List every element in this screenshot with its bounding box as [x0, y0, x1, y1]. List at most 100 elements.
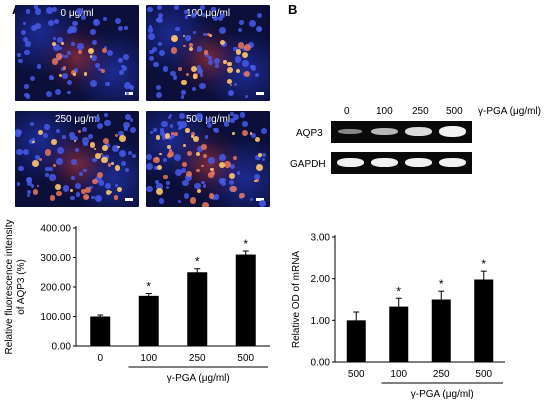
cell-nucleus	[180, 94, 185, 99]
cell-nucleus	[199, 73, 203, 77]
cell-nucleus	[161, 134, 168, 140]
cell-nucleus	[146, 6, 153, 13]
aqp3-signal	[107, 163, 112, 167]
gel-row-aqp3	[331, 121, 472, 143]
cell-nucleus	[89, 79, 97, 87]
cell-nucleus	[219, 27, 227, 35]
cell-nucleus	[75, 148, 79, 152]
aqp3-signal	[201, 164, 204, 168]
cell-nucleus	[179, 120, 187, 128]
aqp3-signal	[189, 42, 194, 47]
cell-nucleus	[64, 54, 69, 59]
x-axis-label: γ-PGA (μg/ml)	[411, 389, 474, 400]
cell-nucleus	[156, 5, 162, 10]
cell-nucleus	[45, 166, 50, 172]
y-axis-label: of AQP3 (%)	[16, 259, 27, 315]
bar	[474, 279, 494, 362]
x-tick-label: 250	[189, 353, 206, 364]
cell-nucleus	[187, 36, 191, 40]
aqp3-signal	[181, 79, 187, 85]
micrograph-label: 100 μg/ml	[185, 8, 231, 19]
aqp3-signal	[101, 156, 108, 164]
aqp3-signal	[244, 71, 251, 78]
cell-nucleus	[242, 60, 249, 68]
cell-nucleus	[181, 168, 186, 174]
cell-nucleus	[223, 121, 230, 127]
cell-nucleus	[206, 117, 212, 123]
aqp3-signal	[203, 50, 208, 55]
cell-nucleus	[197, 145, 204, 153]
aqp3-signal	[100, 152, 103, 156]
cell-nucleus	[174, 5, 180, 11]
aqp3-signal	[254, 137, 260, 143]
cell-nucleus	[207, 56, 212, 61]
cell-nucleus	[218, 178, 225, 184]
gel-band	[405, 158, 432, 167]
cell-nucleus	[70, 26, 78, 33]
aqp3-signal	[90, 55, 93, 58]
aqp3-signal	[226, 67, 233, 74]
cell-nucleus	[229, 163, 235, 170]
aqp3-signal	[167, 153, 173, 158]
aqp3-signal	[117, 145, 120, 149]
cell-nucleus	[218, 15, 224, 21]
aqp3-signal	[51, 42, 56, 47]
cell-nucleus	[196, 68, 203, 75]
aqp3-signal	[58, 73, 63, 78]
aqp3-signal	[229, 84, 232, 87]
aqp3-signal	[202, 202, 210, 207]
aqp3-signal	[93, 147, 96, 150]
cell-nucleus	[45, 173, 50, 177]
aqp3-signal	[170, 46, 178, 54]
cell-nucleus	[248, 42, 255, 49]
cell-nucleus	[25, 9, 31, 15]
gel-band	[338, 129, 362, 134]
aqp3-signal	[191, 132, 196, 137]
cell-nucleus	[67, 91, 71, 95]
cell-nucleus	[149, 55, 155, 61]
micrograph-250: 250 μg/ml	[15, 111, 139, 207]
cell-nucleus	[118, 130, 124, 137]
scale-bar	[125, 92, 133, 95]
gel-band	[405, 127, 432, 136]
cell-nucleus	[124, 114, 131, 120]
cell-nucleus	[158, 49, 166, 57]
bar	[431, 299, 451, 362]
cell-nucleus	[158, 198, 165, 204]
cell-nucleus	[201, 180, 205, 185]
y-tick-label: 2.00	[311, 274, 331, 285]
cell-nucleus	[168, 136, 173, 140]
aqp3-signal	[254, 179, 258, 183]
aqp3-signal	[232, 132, 235, 135]
cell-nucleus	[81, 15, 87, 21]
cell-nucleus	[233, 46, 238, 52]
cell-nucleus	[172, 75, 178, 80]
cell-nucleus	[146, 163, 153, 170]
gel-band	[371, 128, 398, 135]
cell-nucleus	[23, 21, 27, 26]
aqp3-signal	[223, 160, 231, 168]
cell-nucleus	[190, 13, 196, 18]
cell-nucleus	[83, 141, 88, 146]
cell-nucleus	[105, 182, 112, 189]
aqp3-signal	[110, 161, 114, 165]
cell-nucleus	[23, 148, 30, 155]
y-tick-label: 0.00	[52, 342, 72, 353]
aqp3-signal	[37, 129, 43, 135]
cell-nucleus	[53, 18, 60, 24]
aqp3-signal	[84, 186, 92, 194]
aqp3-signal	[109, 190, 112, 193]
x-tick-label: 500	[348, 369, 365, 380]
cell-nucleus	[74, 182, 82, 190]
cell-nucleus	[56, 36, 63, 43]
aqp3-signal	[210, 167, 215, 172]
cell-nucleus	[15, 131, 21, 137]
cell-nucleus	[230, 118, 235, 123]
cell-nucleus	[234, 83, 238, 87]
cell-nucleus	[239, 112, 246, 119]
aqp3-signal	[232, 155, 238, 160]
cell-nucleus	[90, 195, 95, 200]
cell-nucleus	[114, 183, 119, 188]
cell-nucleus	[215, 64, 220, 69]
cell-nucleus	[89, 185, 93, 190]
